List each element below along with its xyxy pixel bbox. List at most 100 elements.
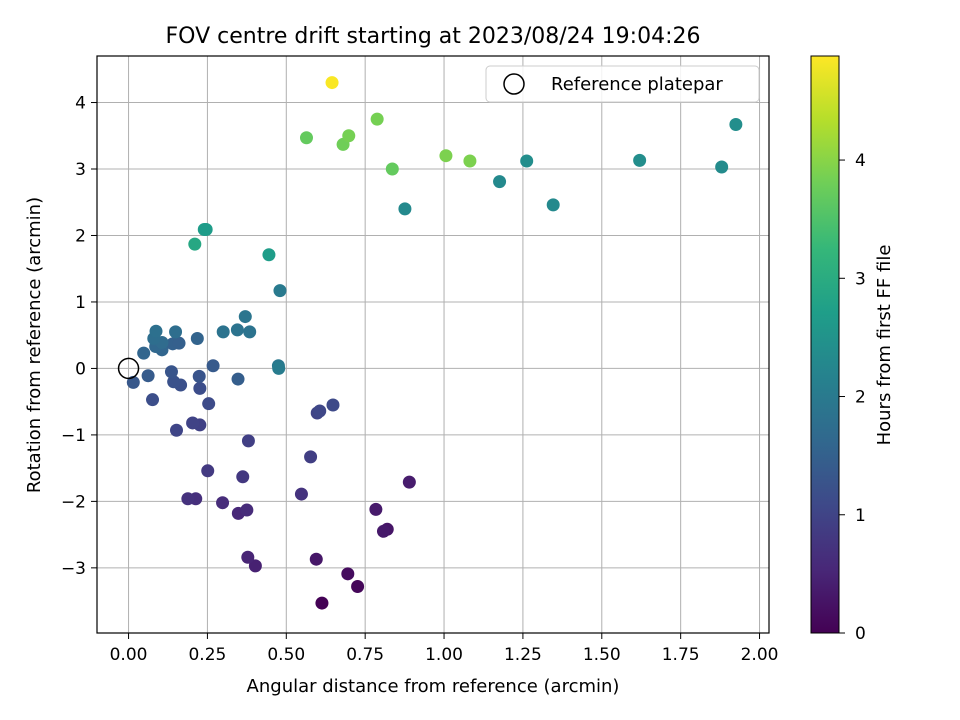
plot-frame	[96, 55, 770, 634]
y-axis-label: Rotation from reference (arcmin)	[24, 197, 45, 493]
colorbar-label: Hours from first FF file	[874, 245, 895, 446]
y-tick-label: 2	[75, 226, 86, 246]
y-tick-label: −3	[61, 559, 86, 579]
data-point	[230, 323, 244, 337]
data-point	[206, 359, 220, 373]
colorbar-ticks: 0 1 2 3 4	[839, 151, 866, 644]
data-point	[729, 117, 743, 131]
data-point	[315, 596, 329, 610]
data-point	[493, 175, 507, 189]
data-point	[376, 524, 390, 538]
data-point	[236, 470, 250, 484]
x-tick-label: 2.00	[741, 645, 779, 665]
data-point	[240, 503, 254, 517]
data-point	[238, 310, 252, 324]
x-tick-label: 0.00	[110, 645, 148, 665]
legend: Reference platepar	[485, 65, 760, 103]
x-axis-ticks: 0.00 0.25 0.50 0.75 1.00 1.25 1.50 1.75 2.00	[110, 633, 779, 665]
data-point	[370, 112, 384, 126]
data-point	[248, 559, 262, 573]
data-point	[633, 153, 647, 167]
data-point	[351, 579, 365, 593]
data-point	[149, 324, 163, 338]
data-point	[341, 567, 355, 581]
data-point	[190, 332, 204, 346]
data-point	[241, 434, 255, 448]
data-point	[369, 502, 383, 516]
reference-platepar-marker	[117, 357, 140, 380]
data-point	[126, 375, 140, 389]
data-point	[167, 375, 181, 389]
data-point	[169, 325, 183, 339]
data-point	[216, 496, 230, 510]
data-point	[294, 487, 308, 501]
data-point	[262, 248, 276, 262]
x-tick-label: 1.25	[504, 645, 542, 665]
legend-marker-icon	[503, 73, 525, 95]
x-tick-label: 1.75	[662, 645, 700, 665]
legend-box	[485, 65, 760, 103]
data-point	[272, 361, 286, 375]
data-point	[243, 325, 257, 339]
data-point	[439, 149, 453, 163]
y-tick-label: 1	[75, 293, 86, 313]
y-tick-label: 4	[75, 94, 86, 114]
y-tick-label: 3	[75, 160, 86, 180]
data-point	[402, 475, 416, 489]
data-point	[342, 129, 356, 143]
data-point	[241, 550, 255, 564]
data-point	[202, 397, 216, 411]
data-point	[201, 464, 215, 478]
x-tick-label: 0.75	[346, 645, 384, 665]
data-point	[216, 325, 230, 339]
data-point	[181, 492, 195, 506]
data-point	[164, 365, 178, 379]
data-point	[186, 416, 200, 430]
data-point	[385, 162, 399, 176]
grid-lines	[97, 56, 769, 633]
data-point	[273, 284, 287, 298]
y-tick-label: −2	[61, 492, 86, 512]
legend-entry-reference: Reference platepar	[551, 74, 723, 95]
x-tick-label: 1.00	[425, 645, 463, 665]
data-point	[463, 154, 477, 168]
data-point	[192, 369, 206, 383]
colorbar-tick-label: 2	[855, 388, 866, 408]
data-point	[313, 404, 327, 418]
data-point	[715, 160, 729, 174]
data-point	[146, 393, 160, 407]
data-point	[193, 381, 207, 395]
x-tick-label: 1.50	[583, 645, 621, 665]
colorbar-tick-label: 1	[855, 506, 866, 526]
data-point	[299, 131, 313, 145]
colorbar: 0 1 2 3 4 Hours from first FF file	[810, 55, 895, 644]
x-tick-label: 0.25	[188, 645, 226, 665]
data-point	[172, 336, 186, 350]
reference-marker	[117, 357, 140, 380]
data-point	[188, 237, 202, 251]
x-tick-label: 0.50	[267, 645, 305, 665]
y-axis-ticks: −3 −2 −1 0 1 2 3 4	[61, 94, 97, 579]
data-point	[137, 346, 151, 360]
data-point	[325, 76, 339, 90]
data-point	[170, 423, 184, 437]
data-point	[231, 372, 245, 386]
data-point	[304, 450, 318, 464]
data-point	[546, 198, 560, 212]
colorbar-gradient	[810, 55, 840, 634]
data-point	[309, 552, 323, 566]
data-point	[141, 369, 155, 383]
y-tick-label: −1	[61, 426, 86, 446]
chart-title: FOV centre drift starting at 2023/08/24 …	[166, 24, 701, 49]
colorbar-tick-label: 4	[855, 151, 866, 171]
x-axis-label: Angular distance from reference (arcmin)	[247, 676, 620, 697]
data-point	[520, 154, 534, 168]
data-point	[398, 202, 412, 216]
data-points	[126, 76, 743, 610]
data-point	[199, 222, 213, 236]
colorbar-tick-label: 0	[855, 624, 866, 644]
colorbar-tick-label: 3	[855, 269, 866, 289]
y-tick-label: 0	[75, 359, 86, 379]
